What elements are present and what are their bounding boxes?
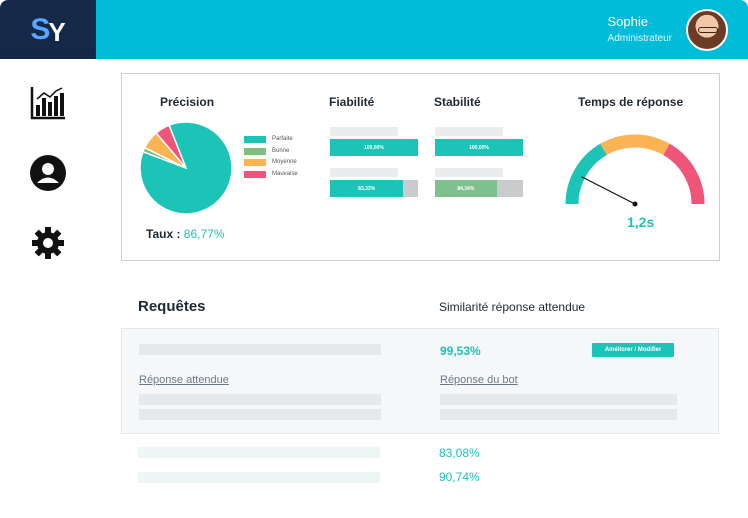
legend-mauvaise: Mauvaise xyxy=(244,170,298,178)
legend-swatch xyxy=(244,147,266,155)
bot-answer-label[interactable]: Réponse du bot xyxy=(440,374,518,386)
top-bar: Sophie Administrateur xyxy=(96,0,748,59)
gauge-segment-medium xyxy=(600,134,670,156)
logo-letter-y: Y xyxy=(48,17,66,47)
stabilite-bar-2: 84,34% xyxy=(435,180,523,197)
response-time-gauge xyxy=(565,134,705,207)
legend-moyenne: Moyenne xyxy=(244,158,297,166)
stabilite-bar-2-fill: 84,34% xyxy=(435,180,497,197)
stabilite-title: Stabilité xyxy=(434,95,481,109)
legend-label: Mauvaise xyxy=(272,171,298,177)
legend-swatch xyxy=(244,135,266,143)
temps-title: Temps de réponse xyxy=(578,95,684,109)
fiabilite-bar-1-fill: 100,00% xyxy=(330,139,418,156)
legend-label: Moyenne xyxy=(272,159,297,165)
legend-label: Parfaite xyxy=(272,136,293,142)
taux-label: Taux : 86,77% xyxy=(146,227,225,241)
main-content: Précision Parfaite Bonne Moyenne Mauvais… xyxy=(96,59,748,518)
user-role: Administrateur xyxy=(607,33,672,44)
stabilite-skeleton-1 xyxy=(435,127,503,136)
precision-pie-chart xyxy=(139,121,233,215)
taux-value: 86,77% xyxy=(183,227,225,241)
legend-swatch xyxy=(244,158,266,166)
similarity-title: Similarité réponse attendue xyxy=(439,300,586,314)
fiabilite-skeleton-1 xyxy=(330,127,398,136)
fiabilite-bar-2-fill: 83,33% xyxy=(330,180,404,197)
sidebar-item-settings[interactable] xyxy=(28,223,68,263)
similarity-percent: 99,53% xyxy=(440,344,481,358)
sidebar xyxy=(0,59,96,518)
request-row-2-percent: 83,08% xyxy=(439,446,480,460)
user-icon xyxy=(30,155,66,191)
taux-prefix: Taux : xyxy=(146,227,181,241)
logo-letter-s: S xyxy=(30,12,50,46)
gauge-segment-fast xyxy=(565,143,607,205)
fiabilite-bar-1: 100,00% xyxy=(330,139,418,156)
response-time-value: 1,2s xyxy=(627,214,655,230)
fiabilite-skeleton-2 xyxy=(330,168,398,177)
gauge-needle xyxy=(581,176,636,205)
user-name: Sophie xyxy=(607,14,648,29)
fiabilite-title: Fiabilité xyxy=(329,95,375,109)
legend-swatch xyxy=(244,170,266,178)
legend-bonne: Bonne xyxy=(244,147,289,155)
gear-icon xyxy=(32,227,64,259)
metrics-panel: Précision Parfaite Bonne Moyenne Mauvais… xyxy=(121,73,720,261)
expected-answer-label[interactable]: Réponse attendue xyxy=(139,374,229,386)
legend-parfaite: Parfaite xyxy=(244,135,293,143)
avatar[interactable] xyxy=(686,9,728,51)
improve-edit-button[interactable]: Améliorer / Modifier xyxy=(592,343,674,357)
sidebar-item-stats[interactable] xyxy=(28,83,68,123)
bot-answer-line-1 xyxy=(440,394,677,405)
fiabilite-bar-2: 83,33% xyxy=(330,180,418,197)
bar-chart-icon xyxy=(30,87,65,120)
gauge-segment-slow xyxy=(663,143,705,205)
gauge-pivot xyxy=(632,201,638,207)
requetes-title: Requêtes xyxy=(138,298,206,315)
stabilite-bar-1-fill: 100,00% xyxy=(435,139,523,156)
sidebar-item-users[interactable] xyxy=(28,153,68,193)
request-row-2-text[interactable] xyxy=(138,447,380,458)
request-row-expanded[interactable]: 99,53% Améliorer / Modifier Réponse atte… xyxy=(121,328,719,434)
stabilite-bar-1: 100,00% xyxy=(435,139,523,156)
expected-answer-line-2 xyxy=(139,409,381,420)
legend-label: Bonne xyxy=(272,148,290,154)
request-text-placeholder xyxy=(139,344,381,355)
glasses-icon xyxy=(698,27,718,33)
expected-answer-line-1 xyxy=(139,394,381,405)
request-row-3-percent: 90,74% xyxy=(439,470,480,484)
stabilite-skeleton-2 xyxy=(435,168,503,177)
precision-title: Précision xyxy=(160,95,215,109)
pie-slice-mauvaise xyxy=(155,124,187,169)
request-row-3-text[interactable] xyxy=(138,472,380,483)
bot-answer-line-2 xyxy=(440,409,677,420)
